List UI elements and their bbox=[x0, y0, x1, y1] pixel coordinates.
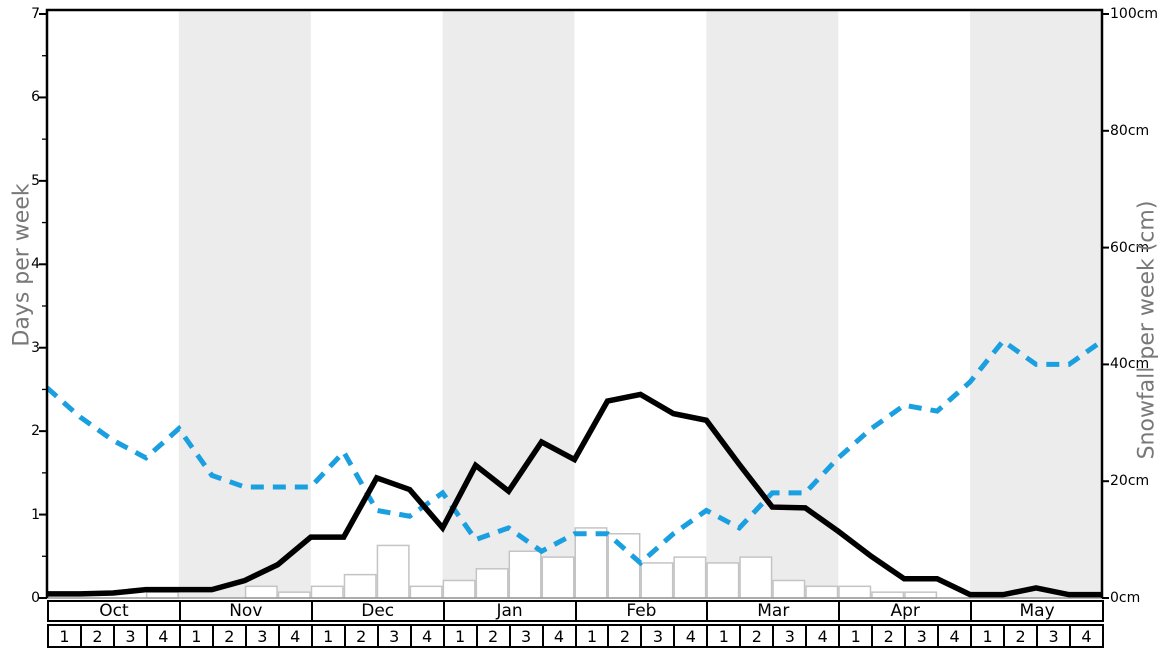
week-cell: 3 bbox=[112, 624, 148, 648]
week-cell: 3 bbox=[772, 624, 808, 648]
weekly-snowfall-bar bbox=[772, 579, 806, 599]
snowfall-per-week-line bbox=[45, 337, 1104, 567]
weekly-snowfall-bar bbox=[145, 591, 179, 599]
weekly-snowfall-bar bbox=[442, 579, 476, 599]
week-cell: 4 bbox=[145, 624, 181, 648]
week-cell: 4 bbox=[409, 624, 445, 648]
week-cell: 2 bbox=[1003, 624, 1039, 648]
weekly-snowfall-bar bbox=[673, 556, 707, 599]
week-cell: 2 bbox=[343, 624, 379, 648]
weekly-snowfall-bar bbox=[706, 562, 740, 599]
month-cell-feb: Feb bbox=[574, 600, 709, 622]
month-band-nov bbox=[178, 10, 311, 598]
week-cell: 2 bbox=[739, 624, 775, 648]
weekly-snowfall-bar bbox=[574, 527, 608, 599]
week-cell: 4 bbox=[1069, 624, 1104, 648]
weekly-snowfall-bar bbox=[607, 533, 641, 599]
weekly-snowfall-bar bbox=[409, 585, 443, 599]
week-cell: 4 bbox=[805, 624, 841, 648]
month-band-mar bbox=[706, 10, 839, 598]
weekly-snowfall-bar bbox=[739, 556, 773, 599]
week-cell: 2 bbox=[475, 624, 511, 648]
week-cell: 2 bbox=[211, 624, 247, 648]
week-cell: 4 bbox=[541, 624, 577, 648]
week-cell: 1 bbox=[310, 624, 346, 648]
month-cell-oct: Oct bbox=[47, 600, 181, 622]
weekly-snowfall-bar bbox=[310, 585, 344, 599]
week-cell: 1 bbox=[178, 624, 214, 648]
weekly-snowfall-bar bbox=[244, 585, 278, 599]
right-axis-title: Snowfall per week (cm) bbox=[1134, 200, 1160, 460]
week-cell: 4 bbox=[673, 624, 709, 648]
week-cell: 1 bbox=[574, 624, 610, 648]
right-axis-tick-label: 20cm bbox=[1110, 473, 1150, 490]
left-axis-tick-label: 1 bbox=[31, 506, 40, 523]
week-cell: 3 bbox=[1036, 624, 1072, 648]
week-cell: 3 bbox=[376, 624, 412, 648]
left-axis-tick-label: 2 bbox=[31, 423, 40, 440]
week-cell: 3 bbox=[508, 624, 544, 648]
week-cell: 4 bbox=[937, 624, 973, 648]
right-axis-tick-label: 60cm bbox=[1110, 239, 1150, 256]
weekly-snowfall-bar bbox=[871, 591, 905, 599]
days-per-week-line bbox=[47, 391, 1102, 598]
week-cell: 1 bbox=[706, 624, 742, 648]
week-cell: 1 bbox=[442, 624, 478, 648]
week-cell: 4 bbox=[277, 624, 313, 648]
left-axis-tick-label: 6 bbox=[31, 89, 40, 106]
left-axis-tick-label: 5 bbox=[31, 172, 40, 189]
axis-frame bbox=[45, 8, 1104, 598]
month-cell-dec: Dec bbox=[310, 600, 445, 622]
right-axis-tick-label: 0cm bbox=[1110, 590, 1141, 606]
month-cell-apr: Apr bbox=[838, 600, 973, 622]
right-axis-tick-label: 40cm bbox=[1110, 356, 1150, 373]
left-axis-tick-label: 7 bbox=[31, 6, 40, 22]
week-cell: 2 bbox=[871, 624, 907, 648]
left-axis-tick-label: 3 bbox=[31, 339, 40, 356]
weekly-snowfall-bar bbox=[508, 550, 542, 599]
week-cell: 3 bbox=[640, 624, 676, 648]
month-cell-nov: Nov bbox=[178, 600, 313, 622]
left-axis-title: Days per week bbox=[9, 183, 35, 347]
left-axis-tick-label: 4 bbox=[31, 256, 40, 273]
month-band-may bbox=[970, 10, 1102, 598]
week-cell: 3 bbox=[904, 624, 940, 648]
month-cell-may: May bbox=[970, 600, 1104, 622]
right-axis-tick-label: 80cm bbox=[1110, 122, 1150, 139]
week-cell: 3 bbox=[244, 624, 280, 648]
weekly-snowfall-bar bbox=[805, 585, 839, 599]
weekly-snowfall-bar bbox=[904, 591, 938, 599]
left-axis-tick-label: 0 bbox=[31, 590, 40, 606]
week-cell: 2 bbox=[607, 624, 643, 648]
weekly-snowfall-bar bbox=[277, 591, 311, 599]
month-cell-jan: Jan bbox=[442, 600, 577, 622]
right-axis-tick-label: 100cm bbox=[1110, 6, 1159, 22]
month-band-jan bbox=[442, 10, 575, 598]
week-cell: 1 bbox=[838, 624, 874, 648]
weekly-snowfall-bar bbox=[838, 585, 872, 599]
week-cell: 1 bbox=[47, 624, 82, 648]
week-cell: 2 bbox=[79, 624, 115, 648]
weekly-snowfall-bar bbox=[640, 562, 674, 599]
weekly-snowfall-bar bbox=[541, 556, 575, 599]
month-header-row: Oct Nov Dec Jan Feb Mar Apr May bbox=[47, 600, 1104, 622]
weekly-snowfall-bar bbox=[475, 568, 509, 599]
weekly-snowfall-bar bbox=[343, 573, 377, 599]
week-cell: 1 bbox=[970, 624, 1006, 648]
month-cell-mar: Mar bbox=[706, 600, 841, 622]
weekly-snowfall-bar bbox=[376, 544, 410, 599]
